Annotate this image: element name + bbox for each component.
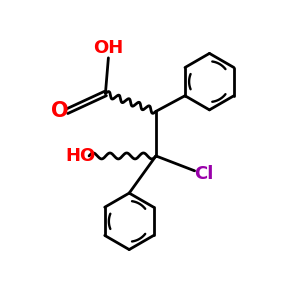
Text: Cl: Cl [194,165,213,183]
Text: O: O [51,101,69,122]
Text: OH: OH [93,39,124,57]
Text: HO: HO [65,147,95,165]
